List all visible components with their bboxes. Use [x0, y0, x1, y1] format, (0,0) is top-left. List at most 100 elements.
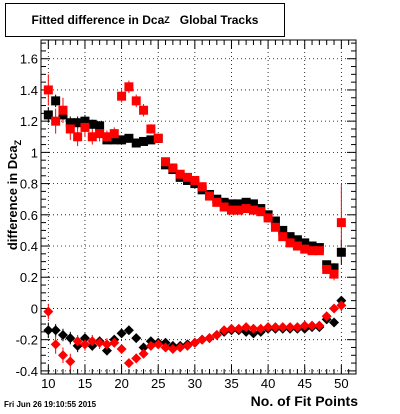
- data-point-square: [51, 116, 61, 126]
- data-point-diamond: [43, 306, 54, 317]
- data-point-square: [58, 110, 68, 120]
- data-point-square: [212, 197, 222, 207]
- data-point-diamond: [57, 350, 68, 361]
- data-point-square: [175, 169, 185, 179]
- data-point-diamond: [65, 333, 76, 344]
- data-point-square: [300, 244, 310, 254]
- data-point-diamond: [263, 322, 274, 333]
- data-point-diamond: [167, 344, 178, 355]
- y-tick-label: 0.8: [20, 177, 38, 192]
- data-point-square: [95, 129, 105, 139]
- data-point-square: [131, 138, 141, 148]
- data-point-diamond: [307, 320, 318, 331]
- data-point-square: [285, 232, 295, 242]
- data-point-square: [204, 191, 214, 201]
- data-point-diamond: [94, 337, 105, 348]
- y-tick-label: 1.6: [20, 52, 38, 67]
- tick-labels: 10 15 20 25 30 35 40 45 50 -0.4 -0.2 0 0.2 0.4 0.6 0.8 1…: [16, 52, 349, 391]
- y-tick-label: 1.2: [20, 114, 38, 129]
- y-tick-label: 0.6: [20, 208, 38, 223]
- data-point-diamond: [285, 322, 296, 333]
- data-point-square: [329, 269, 339, 279]
- data-point-square: [234, 205, 244, 215]
- data-point-square: [307, 241, 317, 251]
- data-point-square: [153, 133, 163, 143]
- plot-frame: [40, 39, 357, 375]
- data-point-diamond: [204, 333, 215, 344]
- data-point-diamond: [233, 323, 244, 334]
- data-point-square: [73, 118, 83, 128]
- data-point-diamond: [175, 342, 186, 353]
- data-point-diamond: [329, 303, 340, 314]
- data-point-square: [109, 135, 119, 145]
- data-point-square: [292, 235, 302, 245]
- data-point-square: [65, 118, 75, 128]
- x-tick-label: 40: [261, 376, 275, 391]
- data-point-diamond: [79, 333, 90, 344]
- data-point-square: [161, 157, 171, 167]
- data-point-diamond: [329, 317, 340, 328]
- data-point-square: [146, 135, 156, 145]
- data-point-square: [190, 175, 200, 185]
- data-point-square: [292, 241, 302, 251]
- data-point-diamond: [153, 339, 164, 350]
- y-axis-label: difference in DcaZ: [5, 140, 23, 250]
- x-tick-label: 30: [188, 376, 202, 391]
- grid-lines: [41, 40, 356, 374]
- chart-title-subscript: Z: [164, 15, 170, 25]
- y-tick-label: 0.4: [20, 239, 38, 254]
- data-point-square: [241, 197, 251, 207]
- data-point-diamond: [65, 356, 76, 367]
- data-point-square: [124, 82, 134, 92]
- data-markers: [43, 82, 347, 369]
- data-point-square: [270, 222, 280, 232]
- data-point-diamond: [189, 337, 200, 348]
- data-point-diamond: [299, 320, 310, 331]
- data-point-diamond: [138, 342, 149, 353]
- y-tick-label: -0.2: [16, 333, 38, 348]
- data-point-diamond: [321, 311, 332, 322]
- data-point-diamond: [131, 353, 142, 364]
- data-point-square: [197, 182, 207, 192]
- data-point-square: [80, 116, 90, 126]
- data-point-diamond: [123, 358, 134, 369]
- data-point-diamond: [116, 344, 127, 355]
- data-point-square: [87, 119, 97, 129]
- data-point-diamond: [314, 320, 325, 331]
- data-point-square: [256, 207, 266, 217]
- data-point-diamond: [50, 325, 61, 336]
- chart-title-box: Fitted difference in Dca Z Global Tracks: [5, 3, 285, 37]
- y-tick-label: 1: [31, 145, 38, 160]
- data-point-square: [219, 197, 229, 207]
- data-point-diamond: [219, 325, 230, 336]
- data-point-diamond: [123, 325, 134, 336]
- data-point-diamond: [160, 342, 171, 353]
- data-point-diamond: [248, 323, 259, 334]
- data-point-square: [109, 129, 119, 139]
- data-point-diamond: [145, 340, 156, 351]
- x-tick-label: 15: [78, 376, 92, 391]
- data-point-diamond: [336, 300, 347, 311]
- data-point-diamond: [57, 329, 68, 340]
- timestamp-footer: Fri Jun 26 19:10:55 2015: [4, 400, 97, 409]
- data-point-diamond: [270, 322, 281, 333]
- data-point-diamond: [211, 329, 222, 340]
- y-axis-label-subscript: Z: [12, 139, 23, 146]
- chart-title-main: Fitted difference in Dca: [31, 13, 165, 27]
- data-point-square: [73, 132, 83, 142]
- data-point-diamond: [116, 328, 127, 339]
- data-point-square: [51, 96, 61, 106]
- data-point-diamond: [131, 333, 142, 344]
- data-point-diamond: [101, 345, 112, 356]
- data-point-diamond: [72, 336, 83, 347]
- x-tick-label: 10: [41, 376, 55, 391]
- data-point-square: [234, 199, 244, 209]
- x-axis-label: No. of Fit Points: [250, 393, 358, 409]
- y-tick-label: 0.2: [20, 270, 38, 285]
- data-point-diamond: [277, 322, 288, 333]
- data-point-square: [139, 136, 149, 146]
- data-point-square: [58, 105, 68, 115]
- data-point-diamond: [255, 323, 266, 334]
- data-point-square: [314, 246, 324, 256]
